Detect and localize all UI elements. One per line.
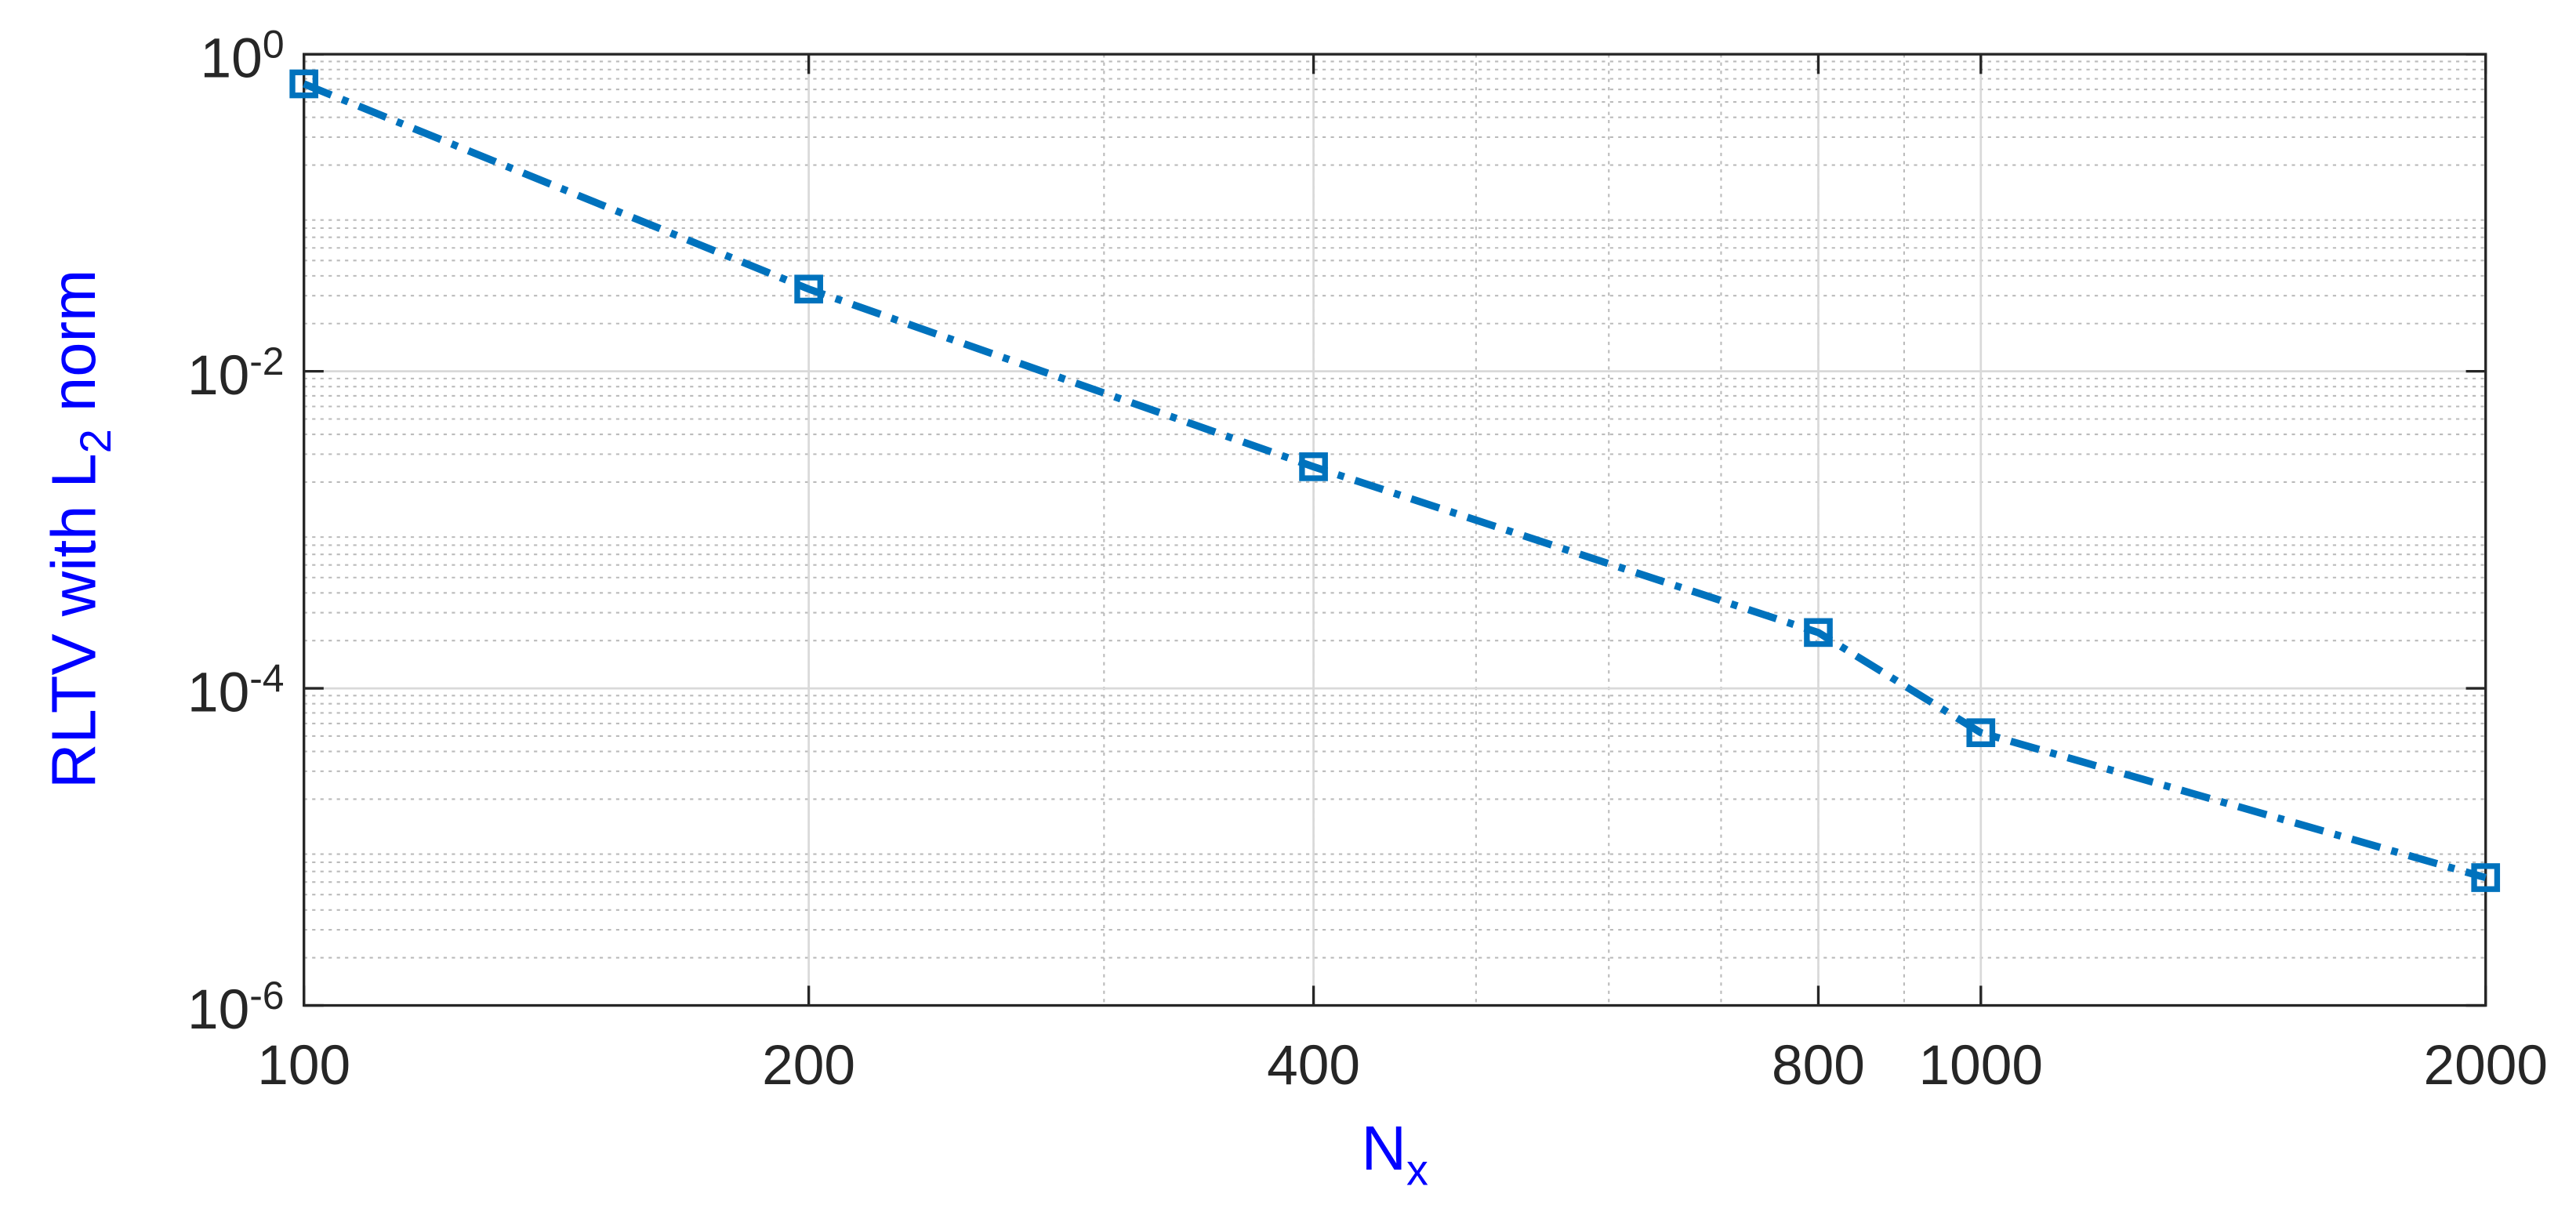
data-marker xyxy=(1966,718,1996,748)
x-axis-label: Nx​ xyxy=(1362,1113,1429,1195)
x-tick-label: 800 xyxy=(1772,1034,1865,1097)
data-marker xyxy=(1804,618,1833,648)
y-tick-label: 100​ xyxy=(201,23,285,90)
y-axis-label: RLTV with L2​ norm xyxy=(38,270,120,789)
y-tick-label: 10-4​ xyxy=(187,656,285,724)
x-tick-label: 1000 xyxy=(1919,1034,2044,1097)
y-tick-label: 10-6​ xyxy=(187,974,285,1041)
data-marker xyxy=(1299,452,1328,481)
x-tick-label: 200 xyxy=(762,1034,855,1097)
data-marker xyxy=(289,69,319,99)
data-line xyxy=(302,80,2487,882)
data-marker xyxy=(794,274,823,304)
x-tick-label: 2000 xyxy=(2423,1034,2548,1097)
data-marker xyxy=(2471,863,2501,892)
y-tick-label: 10-2​ xyxy=(187,339,285,407)
x-tick-label: 400 xyxy=(1267,1034,1360,1097)
plot-frame xyxy=(303,53,2487,1007)
x-tick-label: 100 xyxy=(257,1034,350,1097)
